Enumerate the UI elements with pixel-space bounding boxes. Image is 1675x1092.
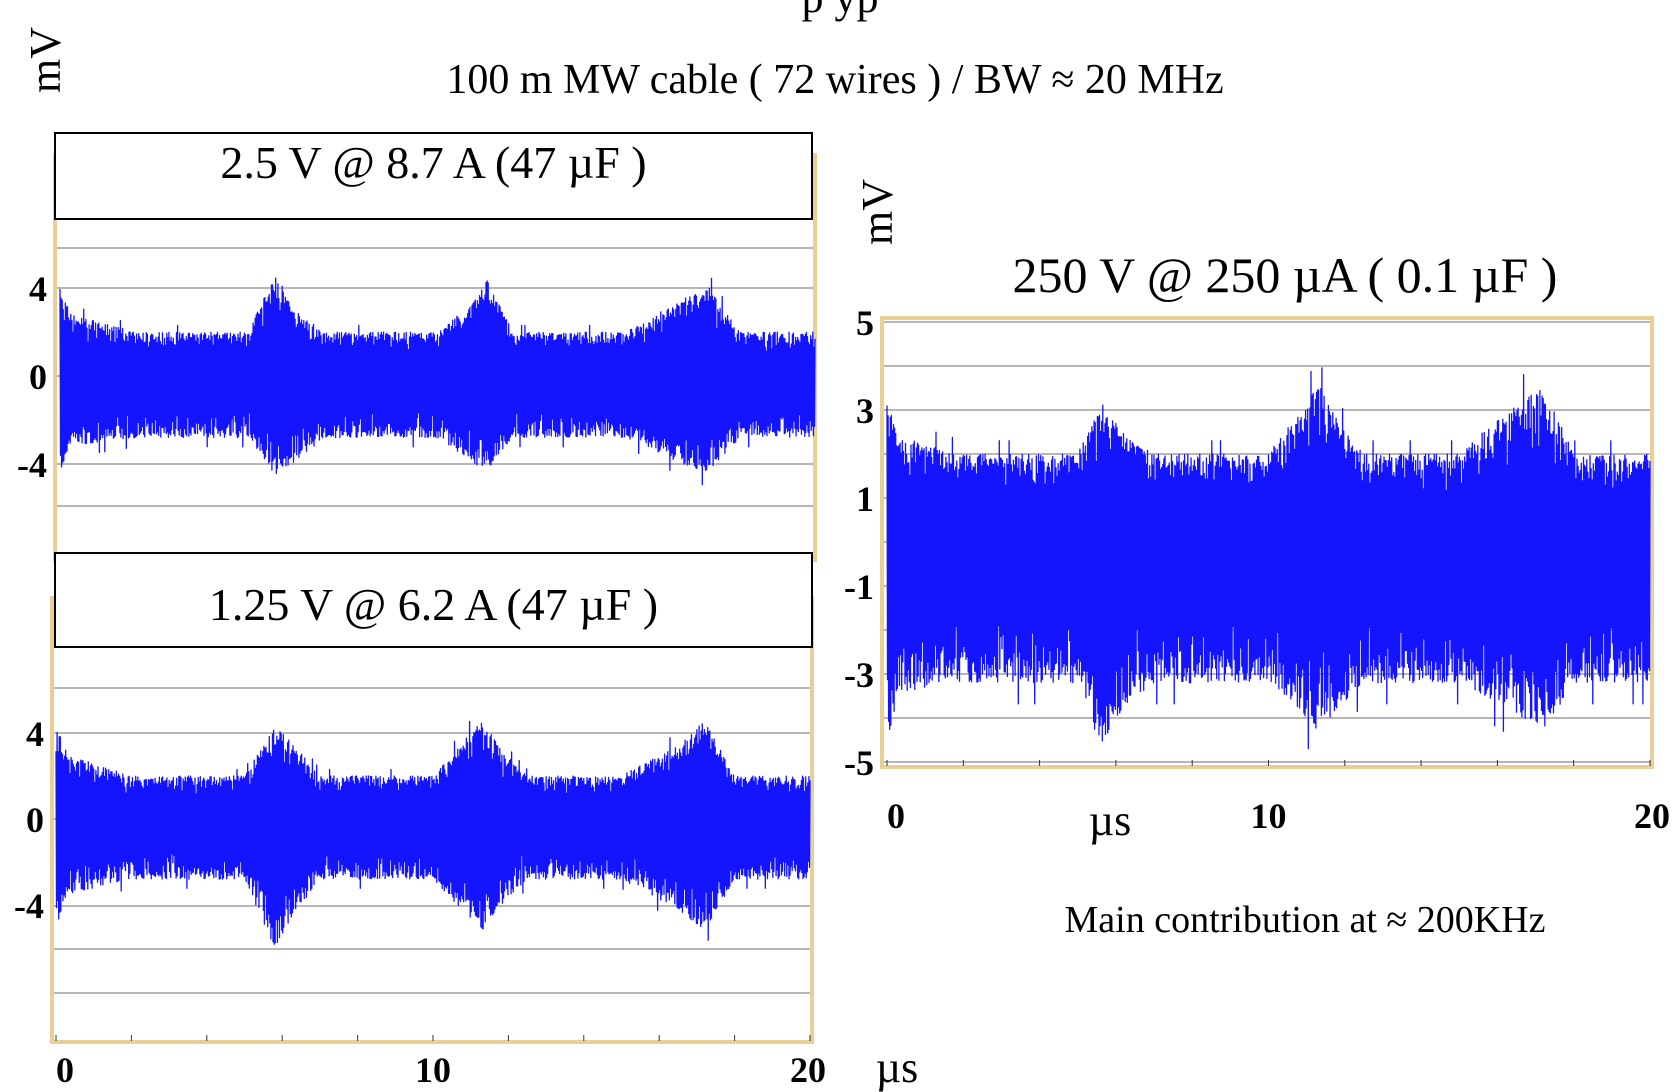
y-tick-label: 3 <box>856 391 874 431</box>
x-tick-label: 0 <box>56 1050 74 1090</box>
y-tick-label: 4 <box>26 714 44 754</box>
title-box <box>54 132 813 220</box>
x-tick-label: 0 <box>887 796 905 836</box>
x-axis-unit: µs <box>1089 796 1131 845</box>
x-axis-unit: µs <box>876 1043 918 1092</box>
chart-panel-top-left: 4 0 -4 2.5 V @ 8.7 A (47 µF ) <box>17 132 817 562</box>
x-tick-label: 20 <box>1634 796 1670 836</box>
y-tick-label: 0 <box>29 357 47 397</box>
chart-panel-right: 5 3 1 -1 -3 -5 0 10 20 µs 250 V @ 250 µA ( 0.1 µF … <box>844 179 1670 845</box>
y-tick-label: 1 <box>856 479 874 519</box>
header-subtitle: 100 m MW cable ( 72 wires ) / BW ≈ 20 MH… <box>446 57 1223 103</box>
panel-title: 2.5 V @ 8.7 A (47 µF ) <box>220 137 646 188</box>
header-title-fragment: p yp <box>802 0 879 22</box>
signal-trace <box>886 367 1651 750</box>
y-tick-label: 5 <box>856 303 874 343</box>
title-box <box>54 552 813 648</box>
x-tick-label: 10 <box>1251 796 1287 836</box>
y-tick-label: -3 <box>844 655 874 695</box>
panel-title: 1.25 V @ 6.2 A (47 µF ) <box>209 579 658 630</box>
y-tick-label: -5 <box>844 743 874 783</box>
y-tick-label: -4 <box>14 886 44 926</box>
y-tick-label: 4 <box>29 269 47 309</box>
x-tick-label: 10 <box>415 1050 451 1090</box>
y-tick-label: 0 <box>26 800 44 840</box>
panel-title: 250 V @ 250 µA ( 0.1 µF ) <box>1013 247 1558 303</box>
y-tick-label: -1 <box>844 567 874 607</box>
x-tick-label: 20 <box>790 1050 826 1090</box>
signal-trace <box>59 277 816 486</box>
footer-note: Main contribution at ≈ 200KHz <box>1065 899 1546 941</box>
y-unit-label-top: mV <box>21 27 70 93</box>
y-tick-label: -4 <box>17 445 47 485</box>
signal-trace <box>55 720 811 945</box>
y-axis-unit: mV <box>853 179 902 245</box>
chart-panel-bottom-left: 4 0 -4 0 10 20 µs 1.25 V @ 6.2 A (47 µF ) <box>14 552 918 1092</box>
